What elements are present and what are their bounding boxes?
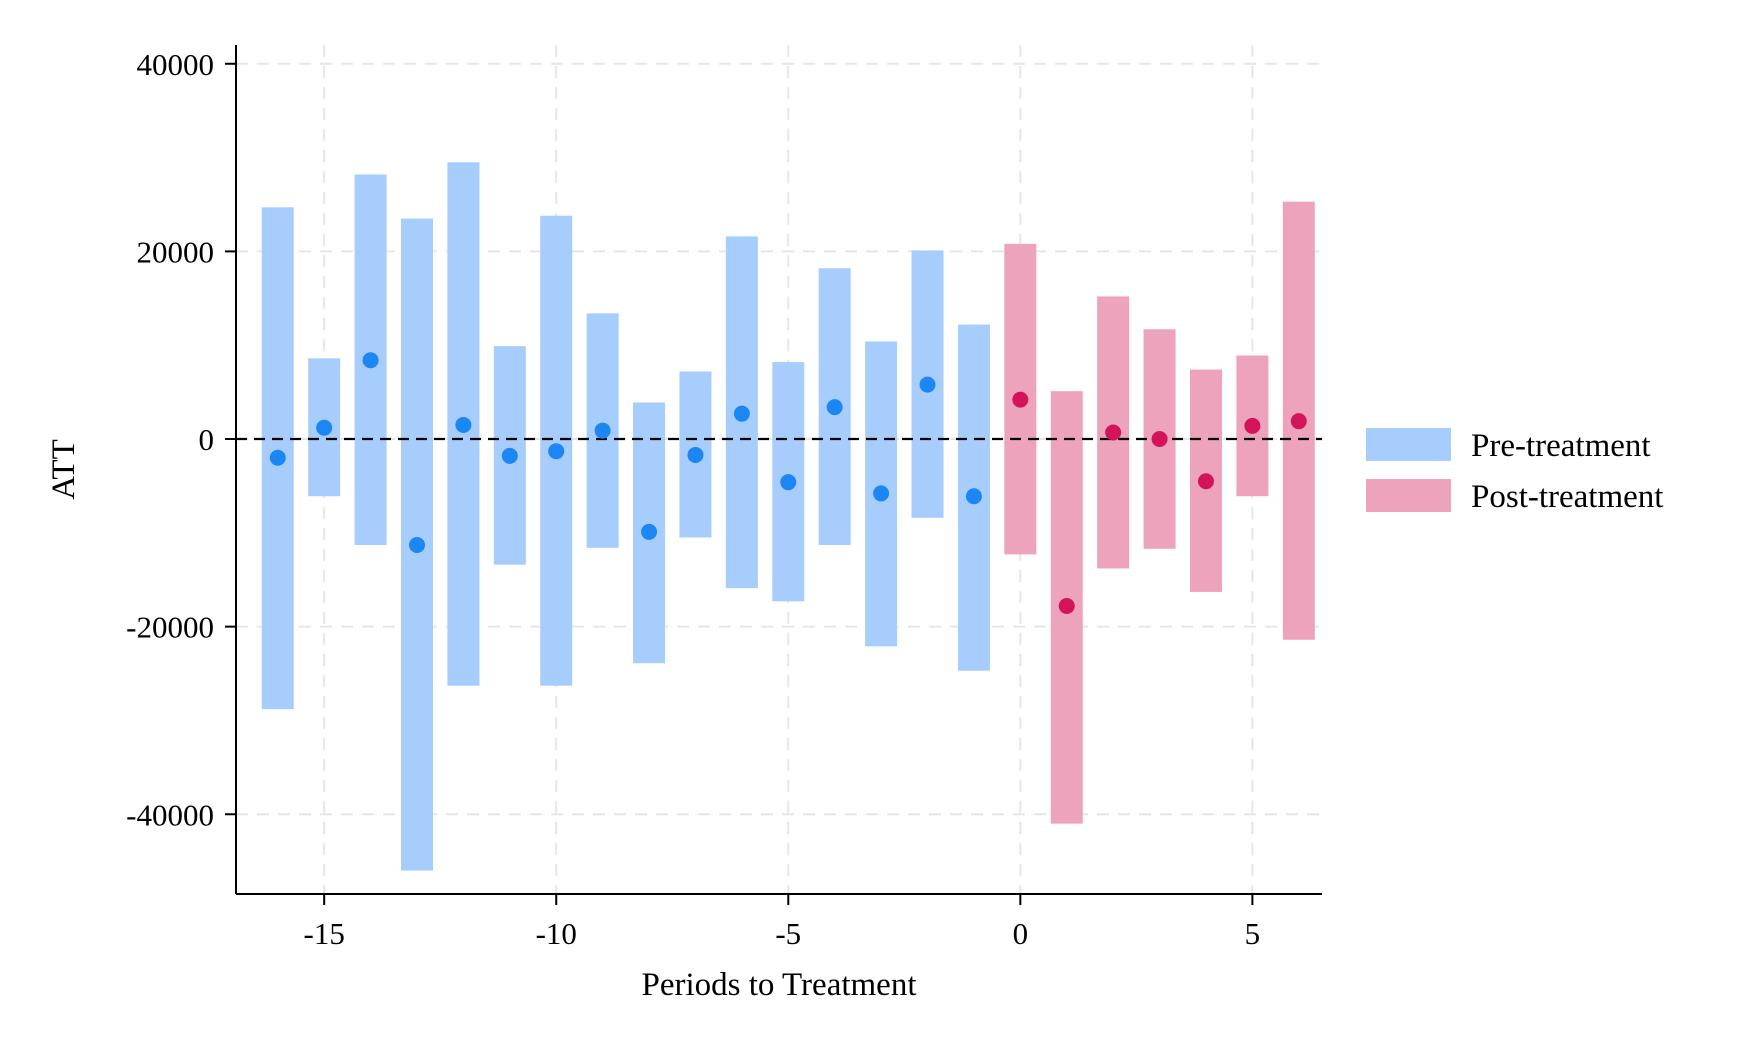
point-estimate-pre-treatment xyxy=(919,376,936,393)
point-estimate-pre-treatment xyxy=(594,422,611,439)
point-estimate-post-treatment xyxy=(1012,391,1029,408)
point-estimate-pre-treatment xyxy=(641,523,658,540)
point-estimate-pre-treatment xyxy=(455,416,472,433)
x-tick-label: 0 xyxy=(1013,916,1029,951)
x-tick-label: -5 xyxy=(775,916,801,951)
point-estimate-pre-treatment xyxy=(269,449,286,466)
point-estimate-pre-treatment xyxy=(316,419,333,436)
point-estimate-pre-treatment xyxy=(965,488,982,505)
y-tick-label: -20000 xyxy=(126,610,214,645)
legend-swatch-post-treatment xyxy=(1366,479,1451,512)
y-tick-label: 40000 xyxy=(137,47,215,82)
axes xyxy=(225,45,1322,905)
point-estimate-pre-treatment xyxy=(362,352,379,369)
point-estimate-pre-treatment xyxy=(733,405,750,422)
y-tick-label: 0 xyxy=(199,422,215,457)
tick-labels: -15 -10 -5 0 5 40000 20000 0 -20000 -40000 xyxy=(126,47,1260,951)
legend-label-post-treatment: Post-treatment xyxy=(1471,479,1663,515)
y-tick-label: -40000 xyxy=(126,797,214,832)
point-estimate-post-treatment xyxy=(1197,473,1214,490)
point-estimate-pre-treatment xyxy=(687,446,704,463)
point-estimate-pre-treatment xyxy=(826,399,843,416)
legend: Pre-treatment Post-treatment xyxy=(1366,428,1663,515)
x-tick-label: -15 xyxy=(304,916,345,951)
point-estimate-post-treatment xyxy=(1058,597,1075,614)
x-tick-label: 5 xyxy=(1245,916,1261,951)
x-tick-label: -10 xyxy=(536,916,577,951)
legend-swatch-pre-treatment xyxy=(1366,428,1451,461)
x-axis-title: Periods to Treatment xyxy=(641,967,916,1003)
point-estimate-pre-treatment xyxy=(548,443,565,460)
point-estimates xyxy=(269,352,1307,614)
legend-label-pre-treatment: Pre-treatment xyxy=(1471,428,1651,464)
point-estimate-post-treatment xyxy=(1105,424,1122,441)
point-estimate-post-treatment xyxy=(1290,413,1307,430)
point-estimate-post-treatment xyxy=(1151,431,1168,448)
y-tick-label: 20000 xyxy=(137,234,215,269)
point-estimate-post-treatment xyxy=(1244,417,1261,434)
point-estimate-pre-treatment xyxy=(409,537,425,554)
point-estimate-pre-treatment xyxy=(780,474,797,491)
point-estimate-pre-treatment xyxy=(501,447,518,464)
y-axis-title: ATT xyxy=(46,439,82,500)
point-estimate-pre-treatment xyxy=(873,485,890,502)
